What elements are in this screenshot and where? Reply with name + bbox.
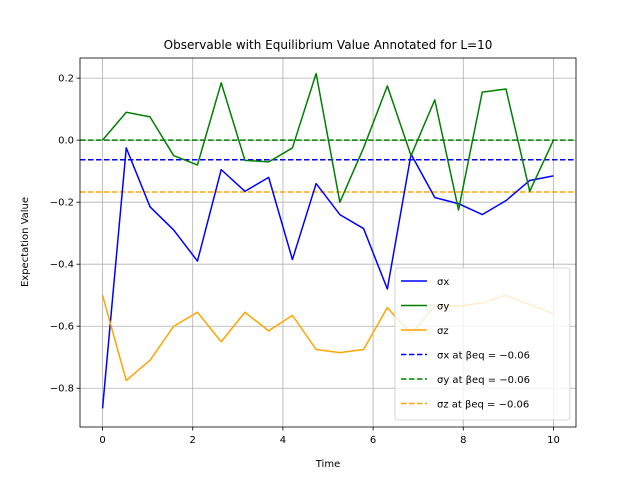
y-tick-label: 0.2 [58,74,74,85]
x-tick-label: 0 [99,435,105,446]
legend-label: σz at βeq = −0.06 [437,400,529,411]
legend-label: σx at βeq = −0.06 [437,351,530,362]
y-tick-label: −0.2 [50,198,74,209]
chart-title: Observable with Equilibrium Value Annota… [164,38,493,52]
x-axis-label: Time [315,459,340,470]
legend-box [394,267,571,421]
x-tick-label: 10 [547,435,560,446]
plot-frame [79,57,577,428]
legend-label: σy [437,302,449,313]
x-tick-label: 4 [280,435,286,446]
x-tick-label: 6 [370,435,376,446]
legend-label: σy at βeq = −0.06 [437,375,530,386]
legend-label: σx [437,277,449,288]
y-tick-label: −0.8 [50,384,74,395]
x-tick-label: 2 [190,435,196,446]
legend: σx σy σz σx at βeq = −0.06 σy at βeq = −0.06… [394,267,571,421]
series-line-1 [101,72,555,211]
y-tick-label: 0.0 [58,136,74,147]
y-tick-label: −0.4 [50,260,74,271]
x-tick-label: 8 [460,435,466,446]
y-tick-label: −0.6 [50,322,74,333]
series-line-0 [101,147,554,409]
y-axis-label: Expectation Value [20,197,31,287]
axis-ticks: 0 2 4 6 8 10 −0.8 −0.6 −0.4 −0.2 0.0 0.2 [50,74,560,446]
legend-label: σz [437,326,449,337]
